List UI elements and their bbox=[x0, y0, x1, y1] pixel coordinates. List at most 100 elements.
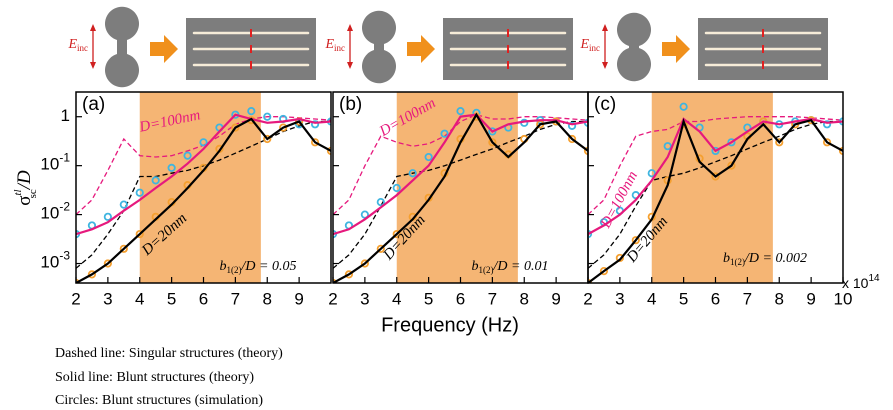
y-label-rest: /D bbox=[14, 170, 35, 190]
series-line bbox=[76, 117, 331, 283]
series-line bbox=[588, 117, 843, 283]
panel-label: (a) bbox=[82, 94, 105, 115]
data-point bbox=[87, 270, 97, 279]
x-tick-label: 2 bbox=[328, 289, 337, 308]
x-tick-label: 9 bbox=[551, 289, 560, 308]
data-point bbox=[456, 107, 465, 116]
data-point bbox=[344, 270, 354, 279]
series-line bbox=[588, 117, 843, 236]
note: Solid line: Blunt structures (theory) bbox=[55, 370, 254, 385]
ratio-base: b bbox=[220, 259, 227, 274]
data-point bbox=[775, 138, 784, 147]
series-line bbox=[76, 113, 331, 236]
data-point bbox=[408, 169, 417, 178]
data-point bbox=[103, 212, 112, 221]
x-tick-label: 10 bbox=[834, 289, 853, 308]
ratio-rest: /D = 0.01 bbox=[493, 259, 549, 274]
x-tick-label: 6 bbox=[711, 289, 720, 308]
x-multiplier-exp: 14 bbox=[868, 273, 880, 284]
field-sub: inc bbox=[77, 43, 88, 53]
field-label: Einc bbox=[324, 37, 345, 53]
data-point bbox=[310, 120, 320, 129]
data-point bbox=[488, 138, 497, 147]
data-point bbox=[360, 259, 369, 268]
data-point bbox=[360, 210, 369, 219]
y-tick-label: 1 bbox=[61, 106, 70, 125]
data-point bbox=[392, 183, 401, 193]
data-point bbox=[615, 253, 624, 263]
y-axis-label: σtl sc/D bbox=[12, 170, 39, 206]
panel-label: (b) bbox=[339, 94, 362, 115]
data-point bbox=[488, 127, 497, 136]
data-point bbox=[183, 151, 192, 160]
note: Dashed line: Singular structures (theory… bbox=[55, 346, 283, 361]
panel-label: (c) bbox=[594, 94, 616, 115]
x-tick-label: 3 bbox=[103, 289, 112, 308]
field-label: Einc bbox=[579, 37, 600, 53]
plot bbox=[76, 92, 331, 283]
data-point bbox=[727, 138, 736, 147]
dumbbell bbox=[105, 6, 140, 88]
field-base: E bbox=[324, 37, 334, 52]
data-point bbox=[727, 161, 736, 170]
orange-arrow bbox=[662, 35, 690, 63]
x-tick-label: 6 bbox=[456, 289, 465, 308]
x-tick-label: 9 bbox=[806, 289, 815, 308]
data-point bbox=[151, 176, 160, 185]
data-point bbox=[392, 229, 401, 239]
x-tick-label: 2 bbox=[583, 289, 592, 308]
x-tick-label: 3 bbox=[615, 289, 624, 308]
data-point bbox=[647, 169, 656, 178]
data-point bbox=[135, 229, 144, 239]
data-point bbox=[822, 120, 832, 129]
x-tick-label: 4 bbox=[647, 289, 656, 308]
field-sub: inc bbox=[334, 43, 345, 53]
x-tick-label: 2 bbox=[71, 289, 80, 308]
data-point bbox=[711, 146, 720, 156]
x-axis-label: Frequency (Hz) bbox=[381, 314, 519, 336]
y-label-base: σ bbox=[14, 196, 35, 206]
y-tick-label: 10-2 bbox=[40, 200, 70, 223]
data-point bbox=[567, 134, 577, 144]
x-tick-label: 4 bbox=[135, 289, 144, 308]
field-base: E bbox=[579, 37, 589, 52]
x-multiplier-base: x 10 bbox=[842, 275, 869, 291]
y-tick-base: 10 bbox=[40, 253, 59, 272]
series-line bbox=[588, 120, 843, 269]
highlight-band bbox=[651, 92, 773, 283]
dumbbell bbox=[617, 12, 651, 82]
x-tick-label: 4 bbox=[392, 289, 401, 308]
data-point bbox=[263, 134, 272, 144]
data-point bbox=[376, 197, 385, 207]
x-tick-label: 5 bbox=[679, 289, 688, 308]
data-point bbox=[263, 112, 272, 121]
ratio-label: b1(2)/D = 0.01 bbox=[472, 259, 549, 275]
x-tick-label: 5 bbox=[424, 289, 433, 308]
data-point bbox=[440, 129, 449, 138]
field-label: Einc bbox=[67, 37, 88, 53]
x-tick-label: 7 bbox=[743, 289, 752, 308]
data-point bbox=[424, 152, 433, 162]
x-tick-label: 8 bbox=[775, 289, 784, 308]
series-line bbox=[333, 114, 588, 216]
field-base: E bbox=[67, 37, 77, 52]
ratio-label: b1(2)/D = 0.002 bbox=[723, 251, 807, 267]
field-sub: inc bbox=[589, 43, 600, 53]
x-tick-label: 5 bbox=[167, 289, 176, 308]
ratio-sub: 1(2) bbox=[479, 265, 494, 275]
data-point bbox=[119, 244, 128, 253]
data-point bbox=[279, 123, 288, 132]
plot bbox=[333, 92, 588, 283]
ratio-label: b1(2)/D = 0.05 bbox=[220, 259, 297, 275]
y-label-sub: sc bbox=[27, 189, 39, 198]
data-point bbox=[103, 259, 112, 268]
y-tick-exp: -3 bbox=[59, 249, 70, 263]
y-tick-base: 10 bbox=[40, 204, 59, 223]
ratio-rest: /D = 0.05 bbox=[241, 259, 297, 274]
y-tick-label: 10-1 bbox=[40, 151, 70, 174]
data-point bbox=[231, 123, 240, 132]
x-tick-label: 6 bbox=[199, 289, 208, 308]
series-line bbox=[333, 112, 588, 283]
data-point bbox=[135, 188, 144, 197]
